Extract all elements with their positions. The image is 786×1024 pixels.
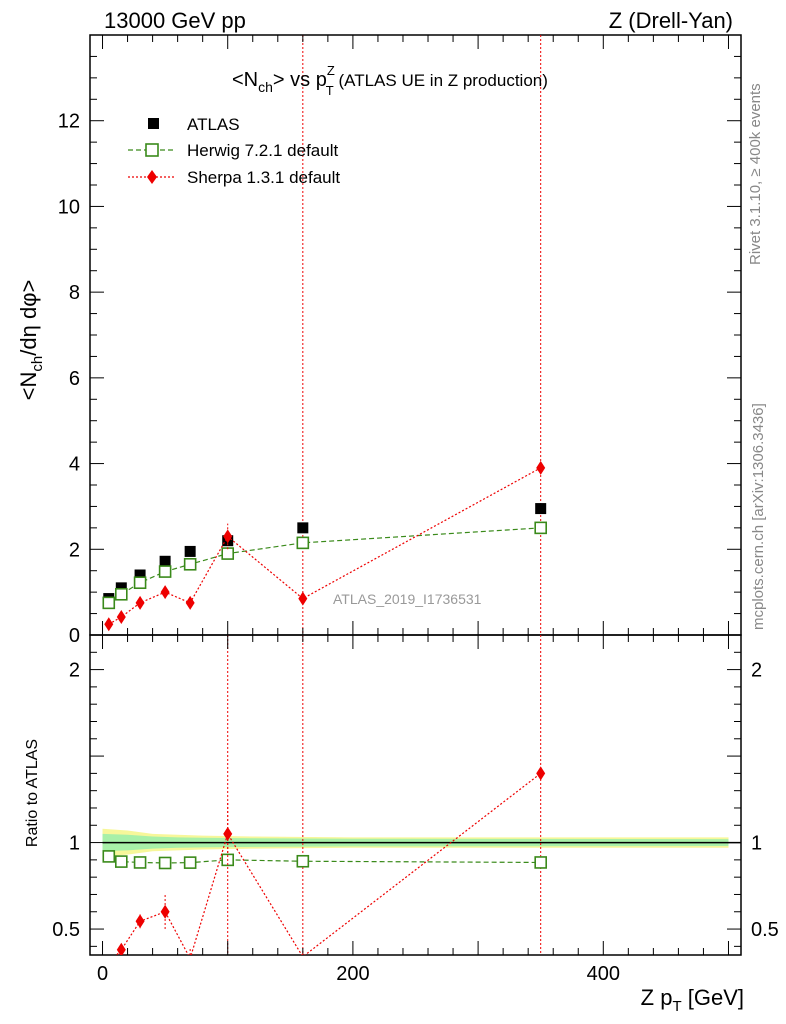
y-tick-label: 0 <box>69 625 80 647</box>
ratio-y-tick-label-right: 1 <box>751 833 762 855</box>
legend-herwig-label: Herwig 7.2.1 default <box>187 141 338 160</box>
y-tick-label: 8 <box>69 282 80 304</box>
data-series <box>102 460 547 955</box>
legend-atlas-marker <box>148 118 159 129</box>
sherpa-point <box>104 617 114 632</box>
sherpa-point <box>223 826 233 841</box>
herwig-ratio-line <box>108 855 541 864</box>
x-tick-label: 0 <box>97 963 108 985</box>
x-axis-label: Z pT [GeV] <box>641 985 744 1015</box>
y-tick-label: 4 <box>69 454 80 476</box>
ratio-panel-frame <box>89 634 742 956</box>
atlas-data-point <box>159 555 171 567</box>
atlas-data-point <box>184 545 196 557</box>
atlas-data-point <box>134 569 146 581</box>
vertical-guide-lines <box>227 35 542 955</box>
sherpa-point <box>135 914 145 929</box>
sherpa-point <box>160 904 170 919</box>
legend-herwig-marker <box>145 143 159 157</box>
main-y-axis-label: <Nch/dη dφ> <box>16 280 46 401</box>
herwig-point <box>296 536 310 550</box>
header-energy-label: 13000 GeV pp <box>104 8 246 33</box>
sherpa-point <box>116 942 126 955</box>
sherpa-point <box>116 610 126 624</box>
herwig-point <box>133 576 147 590</box>
legend: ATLAS Herwig 7.2.1 default Sherpa 1.3.1 … <box>128 115 340 187</box>
sherpa-point <box>298 591 308 606</box>
rivet-version-label: Rivet 3.1.10, ≥ 400k events <box>747 83 764 265</box>
herwig-point <box>102 850 116 863</box>
herwig-point <box>114 587 128 601</box>
atlas-data-point <box>115 582 127 594</box>
atlas-data-point <box>297 522 309 534</box>
ratio-y-tick-label: 0.5 <box>52 919 80 941</box>
atlas-data-point <box>535 503 547 515</box>
herwig-point <box>534 856 547 869</box>
ratio-y-tick-label-right: 0.5 <box>751 919 779 941</box>
ratio-y-tick-label-right: 2 <box>751 660 762 682</box>
herwig-point <box>158 856 172 870</box>
herwig-point <box>296 854 310 868</box>
mcplots-credit-label: mcplots.cern.ch [arXiv:1306.3436] <box>750 403 767 630</box>
sherpa-point <box>135 595 145 610</box>
sherpa-point <box>185 595 195 610</box>
sherpa-point <box>160 585 170 600</box>
herwig-point <box>102 596 116 610</box>
sherpa-point <box>536 460 546 475</box>
analysis-tag: ATLAS_2019_I1736531 <box>333 591 482 607</box>
sherpa-ratio-line <box>115 772 542 955</box>
legend-sherpa-marker <box>147 170 157 184</box>
legend-sherpa-label: Sherpa 1.3.1 default <box>187 168 340 187</box>
herwig-point <box>221 547 235 560</box>
x-tick-label: 400 <box>587 963 620 985</box>
sherpa-point <box>223 529 233 544</box>
ratio-uncertainty-band <box>102 828 741 857</box>
y-tick-label: 2 <box>69 539 80 561</box>
y-tick-label: 6 <box>69 368 80 390</box>
ratio-y-tick-label: 2 <box>69 660 80 682</box>
herwig-point <box>158 565 172 578</box>
herwig-point <box>534 521 547 535</box>
x-tick-label: 200 <box>336 963 369 985</box>
legend-atlas-label: ATLAS <box>187 115 240 134</box>
plot-title: <Nch> vs pZ T (ATLAS UE in Z production) <box>232 63 548 98</box>
y-tick-label: 12 <box>58 111 80 133</box>
herwig-point <box>183 856 197 869</box>
ratio-y-tick-label: 1 <box>69 833 80 855</box>
ratio-y-axis-label: Ratio to ATLAS <box>24 739 41 847</box>
y-tick-label: 10 <box>58 196 80 218</box>
header-process-label: Z (Drell-Yan) <box>609 8 733 33</box>
herwig-point <box>114 855 128 868</box>
herwig-point <box>183 557 197 571</box>
herwig-point <box>133 856 147 869</box>
ratio-series-group <box>102 766 547 955</box>
sherpa-point <box>536 766 546 781</box>
